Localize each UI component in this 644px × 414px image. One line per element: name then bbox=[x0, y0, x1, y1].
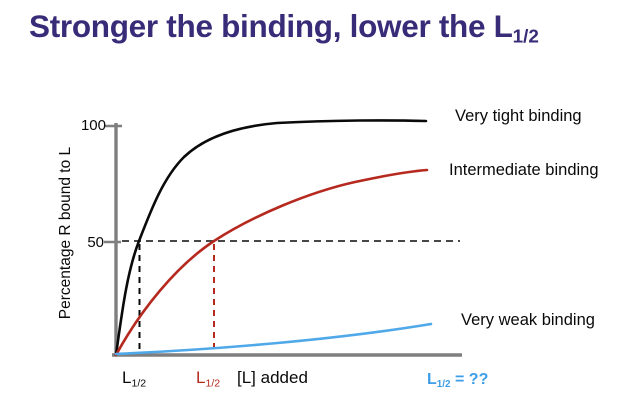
page-title: Stronger the binding, lower the L1/2 bbox=[29, 8, 539, 48]
red-L12-base: L bbox=[196, 368, 206, 387]
black-L12-label: L1/2 bbox=[122, 368, 147, 390]
legend-intermediate-binding: Intermediate binding bbox=[449, 161, 599, 179]
black-L12-base: L bbox=[122, 368, 132, 387]
black-L12-sub: 1/2 bbox=[131, 377, 147, 390]
very-tight-binding-curve bbox=[114, 119, 428, 357]
very-weak-binding-curve bbox=[114, 322, 433, 356]
blue-L12-base: L bbox=[427, 371, 437, 388]
title-text: Stronger the binding, lower the L bbox=[29, 8, 513, 44]
y-tick-label-100: 100 bbox=[80, 117, 106, 134]
intermediate-binding-curve bbox=[114, 168, 429, 357]
legend-very-weak-binding: Very weak binding bbox=[461, 311, 595, 329]
red-L12-sub: 1/2 bbox=[205, 377, 221, 390]
legend-very-tight-binding: Very tight binding bbox=[455, 107, 582, 125]
title-subscript: 1/2 bbox=[512, 26, 539, 48]
x-axis-label: [L] added bbox=[237, 368, 308, 387]
blue-L12-label: L1/2 = ?? bbox=[427, 371, 489, 391]
red-L12-label: L1/2 bbox=[196, 368, 221, 390]
blue-L12-sub: 1/2 bbox=[436, 379, 451, 391]
blue-L12-suffix: = ?? bbox=[450, 371, 489, 388]
y-axis-label: Percentage R bound to L bbox=[57, 146, 74, 320]
y-tick-label-50: 50 bbox=[87, 234, 104, 251]
